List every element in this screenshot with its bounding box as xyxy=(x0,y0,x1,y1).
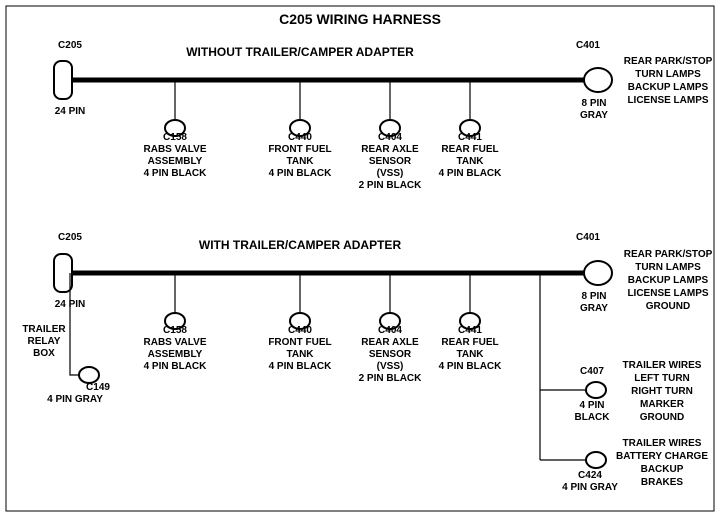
svg-text:TANK: TANK xyxy=(286,349,314,360)
svg-text:BRAKES: BRAKES xyxy=(641,477,684,488)
svg-text:C158: C158 xyxy=(163,132,187,143)
svg-text:4 PIN: 4 PIN xyxy=(579,400,604,411)
svg-text:4 PIN GRAY: 4 PIN GRAY xyxy=(562,482,618,493)
svg-text:GRAY: GRAY xyxy=(580,303,608,314)
svg-text:C158: C158 xyxy=(163,325,187,336)
svg-text:TANK: TANK xyxy=(286,156,314,167)
svg-text:C401: C401 xyxy=(576,232,600,243)
svg-text:C401: C401 xyxy=(576,40,600,51)
svg-text:GROUND: GROUND xyxy=(640,412,684,423)
svg-text:REAR FUEL: REAR FUEL xyxy=(441,337,498,348)
svg-text:C205: C205 xyxy=(58,40,82,51)
svg-text:(VSS): (VSS) xyxy=(377,361,404,372)
svg-text:WITHOUT TRAILER/CAMPER ADAPT: WITHOUT TRAILER/CAMPER ADAPTER xyxy=(186,45,414,59)
svg-text:RIGHT TURN: RIGHT TURN xyxy=(631,386,693,397)
svg-text:24 PIN: 24 PIN xyxy=(55,106,86,117)
svg-text:4 PIN GRAY: 4 PIN GRAY xyxy=(47,394,103,405)
svg-text:BATTERY CHARGE: BATTERY CHARGE xyxy=(616,451,708,462)
svg-text:C441: C441 xyxy=(458,132,482,143)
svg-text:C205: C205 xyxy=(58,232,82,243)
svg-text:REAR AXLE: REAR AXLE xyxy=(361,337,419,348)
svg-text:C424: C424 xyxy=(578,470,602,481)
svg-text:2 PIN BLACK: 2 PIN BLACK xyxy=(359,373,423,384)
svg-text:TURN LAMPS: TURN LAMPS xyxy=(635,69,701,80)
svg-text:TRAILER: TRAILER xyxy=(22,324,66,335)
svg-text:REAR PARK/STOP: REAR PARK/STOP xyxy=(624,56,713,67)
svg-text:(VSS): (VSS) xyxy=(377,168,404,179)
svg-text:ASSEMBLY: ASSEMBLY xyxy=(148,156,203,167)
svg-text:BLACK: BLACK xyxy=(575,412,611,423)
svg-text:C441: C441 xyxy=(458,325,482,336)
svg-text:RABS VALVE: RABS VALVE xyxy=(144,337,207,348)
svg-text:C440: C440 xyxy=(288,132,312,143)
svg-text:RABS VALVE: RABS VALVE xyxy=(144,144,207,155)
svg-text:4 PIN BLACK: 4 PIN BLACK xyxy=(144,361,208,372)
svg-text:GROUND: GROUND xyxy=(646,301,690,312)
svg-text:4 PIN BLACK: 4 PIN BLACK xyxy=(439,168,503,179)
svg-text:FRONT FUEL: FRONT FUEL xyxy=(268,337,331,348)
svg-text:C407: C407 xyxy=(580,366,604,377)
svg-text:BOX: BOX xyxy=(33,348,55,359)
svg-text:8 PIN: 8 PIN xyxy=(581,291,606,302)
svg-text:TANK: TANK xyxy=(456,349,484,360)
svg-text:C404: C404 xyxy=(378,132,402,143)
svg-text:C205 WIRING HARNESS: C205 WIRING HARNESS xyxy=(279,11,441,27)
svg-text:REAR PARK/STOP: REAR PARK/STOP xyxy=(624,249,713,260)
svg-text:LEFT TURN: LEFT TURN xyxy=(634,373,690,384)
svg-text:4 PIN BLACK: 4 PIN BLACK xyxy=(439,361,503,372)
svg-text:BACKUP LAMPS: BACKUP LAMPS xyxy=(628,275,709,286)
svg-text:4 PIN BLACK: 4 PIN BLACK xyxy=(269,361,333,372)
svg-text:C404: C404 xyxy=(378,325,402,336)
svg-text:GRAY: GRAY xyxy=(580,110,608,121)
svg-text:MARKER: MARKER xyxy=(640,399,685,410)
svg-text:TRAILER WIRES: TRAILER WIRES xyxy=(623,360,702,371)
svg-text:C149: C149 xyxy=(86,382,110,393)
svg-text:C440: C440 xyxy=(288,325,312,336)
svg-text:LICENSE LAMPS: LICENSE LAMPS xyxy=(627,288,708,299)
svg-text:4 PIN BLACK: 4 PIN BLACK xyxy=(269,168,333,179)
svg-text:2 PIN BLACK: 2 PIN BLACK xyxy=(359,180,423,191)
svg-text:8 PIN: 8 PIN xyxy=(581,98,606,109)
svg-text:4 PIN BLACK: 4 PIN BLACK xyxy=(144,168,208,179)
svg-text:BACKUP: BACKUP xyxy=(641,464,684,475)
svg-text:BACKUP LAMPS: BACKUP LAMPS xyxy=(628,82,709,93)
svg-text:TANK: TANK xyxy=(456,156,484,167)
svg-text:ASSEMBLY: ASSEMBLY xyxy=(148,349,203,360)
svg-text:REAR FUEL: REAR FUEL xyxy=(441,144,498,155)
svg-text:WITH TRAILER/CAMPER ADAPTER: WITH TRAILER/CAMPER ADAPTER xyxy=(199,238,402,252)
svg-text:FRONT FUEL: FRONT FUEL xyxy=(268,144,331,155)
svg-text:REAR AXLE: REAR AXLE xyxy=(361,144,419,155)
svg-text:TURN LAMPS: TURN LAMPS xyxy=(635,262,701,273)
svg-text:TRAILER WIRES: TRAILER WIRES xyxy=(623,438,702,449)
svg-text:SENSOR: SENSOR xyxy=(369,156,412,167)
svg-text:SENSOR: SENSOR xyxy=(369,349,412,360)
svg-text:RELAY: RELAY xyxy=(28,336,61,347)
svg-text:LICENSE LAMPS: LICENSE LAMPS xyxy=(627,95,708,106)
